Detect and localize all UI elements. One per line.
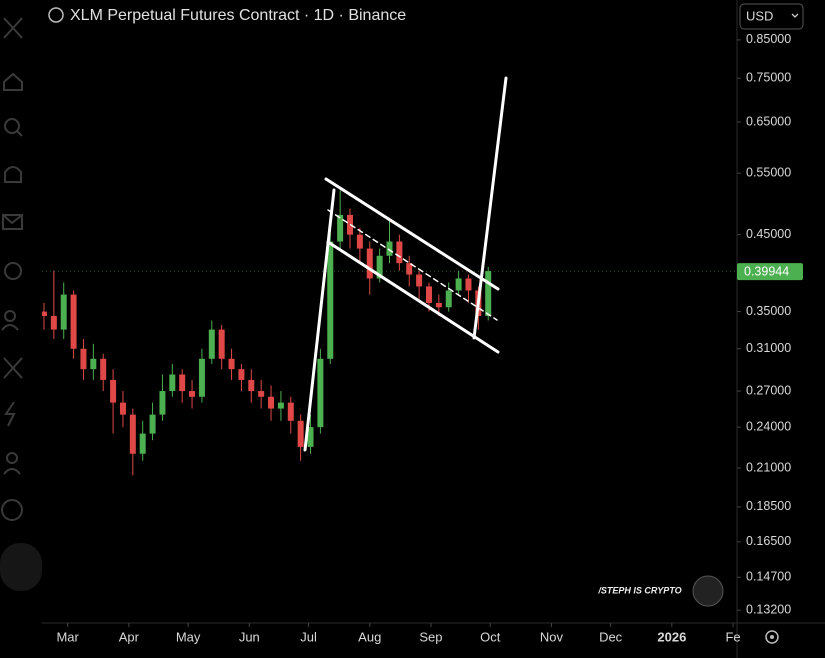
- y-tick-label: 0.35000: [746, 304, 791, 318]
- candle-body: [425, 286, 432, 303]
- candle-body: [129, 414, 136, 454]
- y-tick-label: 0.21000: [746, 460, 791, 474]
- y-tick-label: 0.14700: [746, 570, 791, 584]
- candle-body: [159, 391, 166, 415]
- candle-body: [149, 414, 156, 434]
- y-tick-label: 0.27000: [746, 383, 791, 397]
- candle-body: [90, 358, 97, 370]
- candle-body: [376, 255, 383, 279]
- candle-body: [119, 402, 126, 415]
- y-tick-label: 0.18500: [746, 499, 791, 513]
- candle-body: [258, 391, 265, 397]
- candle-body: [327, 241, 334, 359]
- x-tick-label: May: [176, 629, 201, 644]
- candle-body: [80, 348, 87, 370]
- candle-body: [337, 214, 344, 242]
- x-tick-label: Aug: [358, 629, 381, 644]
- candle-body: [198, 358, 205, 397]
- candle-body: [416, 274, 423, 287]
- x-tick-label: Mar: [56, 629, 79, 644]
- x-tick-label: Jun: [239, 629, 260, 644]
- y-tick-label: 0.13200: [746, 602, 791, 616]
- candle-body: [218, 329, 225, 359]
- candle-body: [287, 402, 294, 421]
- candle-body: [356, 234, 363, 249]
- y-tick-label: 0.16500: [746, 534, 791, 548]
- y-tick-label: 0.45000: [746, 227, 791, 241]
- x-tick-label: Nov: [540, 629, 564, 644]
- y-tick-label: 0.65000: [746, 114, 791, 128]
- candle-body: [455, 278, 462, 291]
- candle-body: [386, 241, 393, 256]
- candle-body: [110, 379, 117, 403]
- candle-body: [307, 427, 314, 447]
- settings-button[interactable]: [765, 630, 779, 644]
- candle-body: [435, 302, 442, 308]
- currency-select[interactable]: [739, 3, 804, 30]
- candle-body: [268, 396, 275, 409]
- plot-area: [42, 190, 737, 476]
- dropdown-chevron[interactable]: [791, 13, 799, 18]
- x-tick-label: Oct: [480, 629, 501, 644]
- candle-body: [366, 248, 373, 279]
- candle-body: [228, 358, 235, 370]
- last-price-label: 0.39944: [744, 264, 789, 278]
- y-tick-label: 0.24000: [746, 419, 791, 433]
- candle-body: [189, 391, 196, 397]
- currency-label[interactable]: USD: [746, 8, 773, 23]
- candle-body: [60, 294, 67, 330]
- x-tick-label: 2026: [657, 629, 686, 644]
- candle-body: [42, 311, 47, 316]
- x-tick-label: Apr: [119, 629, 140, 644]
- candle-body: [465, 278, 472, 291]
- y-tick-label: 0.55000: [746, 165, 791, 179]
- candle-body: [445, 290, 452, 308]
- watermark: /STEPH IS CRYPTO: [597, 585, 681, 595]
- candle-body: [50, 315, 57, 330]
- sidebar: [1, 17, 23, 521]
- candle-body: [139, 433, 146, 454]
- x-tick-label: Jul: [300, 629, 317, 644]
- candle-body: [70, 294, 77, 349]
- chart-title: XLM Perpetual Futures Contract · 1D · Bi…: [70, 7, 406, 24]
- settings-button-center[interactable]: [770, 635, 774, 639]
- x-tick-label: Dec: [599, 629, 623, 644]
- candle-body: [277, 402, 284, 409]
- candle-body: [100, 358, 107, 380]
- y-tick-label: 0.31000: [746, 341, 791, 355]
- candle-body: [297, 420, 304, 447]
- candle-body: [406, 263, 413, 275]
- y-tick-label: 0.85000: [746, 32, 791, 46]
- candle-body: [208, 329, 215, 359]
- candle-body: [396, 241, 403, 264]
- candle-body: [238, 369, 245, 380]
- x-tick-label: Fe: [725, 629, 740, 644]
- x-tick-label: Sep: [419, 629, 442, 644]
- last-price-box: [737, 263, 803, 281]
- sidebar-button: [0, 543, 42, 591]
- candle-body: [317, 358, 324, 428]
- candle-body: [179, 374, 186, 392]
- annotations: [303, 76, 508, 452]
- candle-body: [248, 379, 255, 392]
- candle-body: [169, 374, 176, 392]
- candle-body: [485, 271, 492, 316]
- y-tick-label: 0.75000: [746, 71, 791, 85]
- symbol-icon: [48, 7, 64, 23]
- watermark-avatar: [692, 575, 724, 607]
